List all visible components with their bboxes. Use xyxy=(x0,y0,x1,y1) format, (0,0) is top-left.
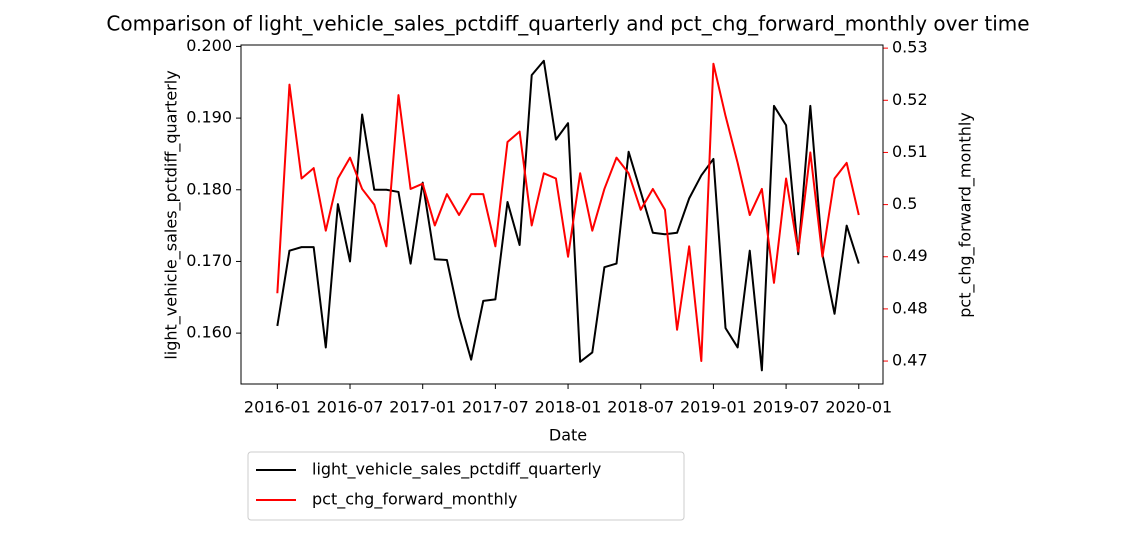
y2-tick-label: 0.48 xyxy=(892,298,928,317)
x-tick-label: 2018-07 xyxy=(607,398,674,417)
x-axis-label: Date xyxy=(549,426,587,445)
y2-tick-label: 0.52 xyxy=(892,90,928,109)
plot-frame xyxy=(240,44,884,385)
x-tick-label: 2019-07 xyxy=(753,398,820,417)
chart-title: Comparison of light_vehicle_sales_pctdif… xyxy=(106,12,1029,36)
x-tick-label: 2016-01 xyxy=(244,398,311,417)
y-tick-label: 0.170 xyxy=(186,251,232,270)
x-tick-label: 2017-01 xyxy=(389,398,456,417)
legend-label: pct_chg_forward_monthly xyxy=(312,490,518,510)
y2-tick-label: 0.53 xyxy=(892,38,928,57)
y-tick-label: 0.180 xyxy=(186,179,232,198)
x-tick-label: 2018-01 xyxy=(535,398,602,417)
legend-box xyxy=(247,451,685,521)
x-tick-label: 2016-07 xyxy=(317,398,384,417)
y2-tick-label: 0.5 xyxy=(892,194,917,213)
y-tick-label: 0.190 xyxy=(186,108,232,127)
x-tick-label: 2017-07 xyxy=(462,398,529,417)
y-tick-label: 0.160 xyxy=(186,323,232,342)
x-tick-label: 2019-01 xyxy=(680,398,747,417)
y2-axis-label: pct_chg_forward_monthly xyxy=(956,112,976,318)
legend-label: light_vehicle_sales_pctdiff_quarterly xyxy=(312,460,601,480)
series-line xyxy=(276,59,860,372)
x-tick-label: 2020-01 xyxy=(825,398,892,417)
series-line xyxy=(276,62,860,363)
y-tick-label: 0.200 xyxy=(186,36,232,55)
y2-tick-label: 0.49 xyxy=(892,246,928,265)
y2-tick-label: 0.47 xyxy=(892,351,928,370)
y-axis-label: light_vehicle_sales_pctdiff_quarterly xyxy=(162,70,182,359)
y2-tick-label: 0.51 xyxy=(892,142,928,161)
